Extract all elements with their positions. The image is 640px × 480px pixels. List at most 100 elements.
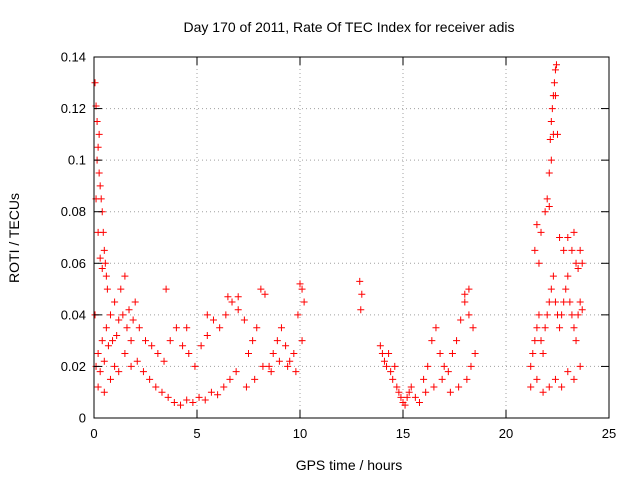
data-point — [209, 316, 217, 324]
data-point — [251, 375, 259, 383]
data-point — [566, 298, 574, 306]
data-point — [273, 337, 281, 345]
data-point — [294, 311, 302, 319]
data-point — [249, 337, 257, 345]
data-point — [357, 306, 365, 314]
data-point — [245, 350, 252, 358]
y-tick-label: 0.08 — [61, 204, 86, 219]
data-point — [292, 368, 300, 376]
data-point — [164, 393, 172, 401]
data-point — [282, 342, 290, 350]
x-tick-label: 0 — [90, 426, 97, 441]
data-point — [261, 290, 269, 298]
data-point — [401, 401, 409, 409]
x-axis-label: GPS time / hours — [296, 457, 403, 473]
data-point — [96, 254, 104, 262]
data-point — [547, 285, 555, 293]
data-point — [578, 259, 586, 267]
data-point — [242, 383, 250, 391]
data-point — [407, 383, 415, 391]
data-point — [570, 375, 578, 383]
data-point — [535, 311, 543, 319]
data-point — [465, 285, 473, 293]
data-point — [207, 388, 215, 396]
data-point — [572, 259, 580, 267]
data-point — [98, 337, 106, 345]
data-point — [214, 391, 222, 399]
data-point — [570, 324, 578, 332]
data-point — [259, 362, 267, 370]
data-point — [104, 342, 112, 350]
data-point — [457, 316, 465, 324]
data-point — [463, 375, 471, 383]
data-point — [539, 350, 547, 358]
data-point — [121, 350, 129, 358]
data-point — [551, 66, 559, 74]
data-point — [438, 375, 446, 383]
data-point — [197, 342, 205, 350]
data-point — [564, 368, 572, 376]
data-point — [552, 61, 560, 69]
data-point — [436, 350, 444, 358]
data-point — [397, 393, 405, 401]
data-point — [420, 375, 428, 383]
grid-lines — [94, 57, 609, 418]
data-point — [547, 156, 555, 164]
data-point — [467, 362, 475, 370]
data-point — [103, 285, 111, 293]
data-point — [533, 324, 541, 332]
data-point — [127, 362, 135, 370]
data-point — [539, 388, 547, 396]
data-point — [469, 324, 477, 332]
data-point — [358, 290, 366, 298]
data-point — [430, 383, 438, 391]
data-point — [560, 246, 568, 254]
data-point — [300, 298, 308, 306]
data-point — [131, 298, 139, 306]
x-tick-label: 25 — [602, 426, 616, 441]
data-point — [177, 401, 185, 409]
data-point — [576, 246, 584, 254]
data-point — [461, 290, 469, 298]
data-point — [545, 383, 553, 391]
data-point — [546, 136, 554, 144]
data-point — [531, 246, 539, 254]
data-point — [290, 350, 298, 358]
data-point — [537, 228, 545, 236]
data-point — [100, 357, 108, 365]
data-points — [91, 61, 586, 409]
data-point — [201, 396, 209, 404]
data-point — [95, 130, 103, 138]
data-point — [129, 316, 137, 324]
data-point — [265, 362, 273, 370]
data-point — [100, 388, 108, 396]
data-point — [94, 383, 102, 391]
data-point — [576, 298, 584, 306]
data-point — [548, 105, 556, 113]
data-point — [564, 272, 572, 280]
data-point — [465, 311, 473, 319]
data-point — [550, 79, 558, 87]
data-point — [378, 350, 386, 358]
y-tick-label: 0.02 — [61, 359, 86, 374]
data-point — [376, 342, 384, 350]
data-point — [356, 277, 364, 285]
data-point — [277, 324, 285, 332]
data-point — [545, 169, 553, 177]
axis-ticks: 0 0.02 0.04 0.06 0.08 0.1 0.12 0.14 0 5 10 15 20 25 — [61, 50, 617, 442]
data-point — [179, 342, 187, 350]
data-point — [387, 368, 395, 376]
data-point — [543, 195, 551, 203]
data-point — [139, 368, 147, 376]
data-point — [403, 393, 411, 401]
data-point — [535, 259, 543, 267]
data-point — [446, 388, 454, 396]
data-point — [549, 272, 557, 280]
data-point — [148, 342, 156, 350]
data-point — [183, 396, 191, 404]
data-point — [142, 337, 149, 345]
data-point — [183, 324, 191, 332]
data-point — [100, 246, 108, 254]
data-point — [106, 375, 114, 383]
